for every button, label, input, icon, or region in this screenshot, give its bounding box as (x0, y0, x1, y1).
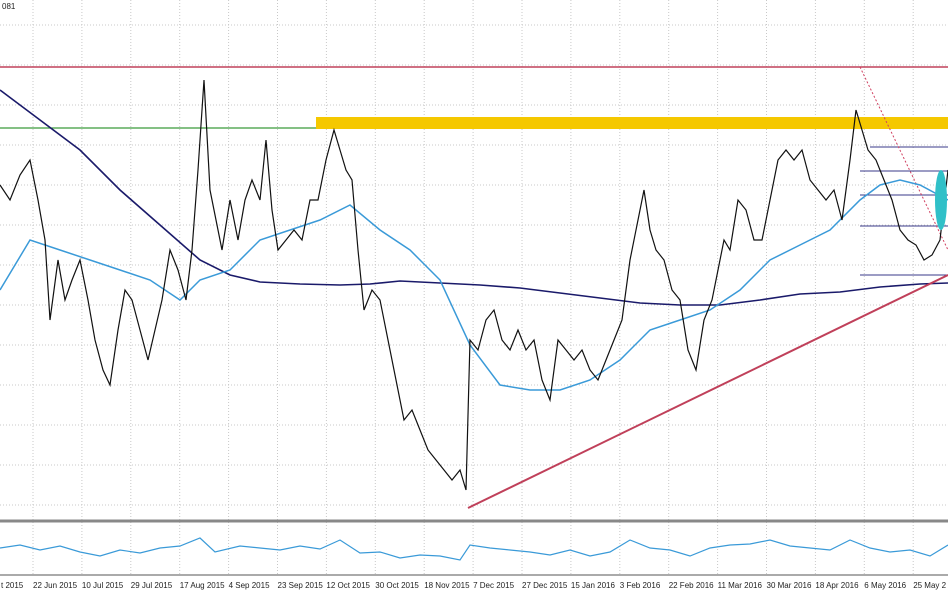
x-tick-label: 30 Mar 2016 (767, 581, 812, 590)
x-tick-label: 7 Dec 2015 (473, 581, 514, 590)
fast-moving-average (0, 179, 948, 391)
x-tick-label: 22 Jun 2015 (33, 581, 78, 590)
x-tick-label: 17 Aug 2015 (180, 581, 225, 590)
x-tick-label: 25 May 2 (913, 581, 946, 590)
x-tick-label: 6 May 2016 (864, 581, 906, 590)
x-tick-label: 10 Jul 2015 (82, 581, 124, 590)
x-tick-label: 18 Apr 2016 (815, 581, 859, 590)
x-tick-label: 11 Mar 2016 (718, 581, 763, 590)
x-tick-label: 3 Feb 2016 (620, 581, 661, 590)
x-tick-label: 15 Jan 2016 (571, 581, 616, 590)
fib-levels (860, 146, 948, 276)
down-trend-line (859, 66, 948, 251)
x-tick-label: 22 Feb 2016 (669, 581, 714, 590)
x-tick-label: 23 Sep 2015 (278, 581, 324, 590)
resistance-zone (316, 117, 948, 129)
x-tick-label: 29 Jul 2015 (131, 581, 173, 590)
oscillator-line (0, 537, 948, 561)
slow-moving-average (0, 89, 948, 306)
x-tick-label: 30 Oct 2015 (375, 581, 419, 590)
x-tick-label: 27 Dec 2015 (522, 581, 568, 590)
price-series (0, 79, 948, 491)
x-tick-label: 12 Oct 2015 (326, 581, 370, 590)
up-trend-line (467, 274, 948, 509)
x-tick-label: 18 Nov 2015 (424, 581, 470, 590)
x-tick-label: 4 Sep 2015 (229, 581, 270, 590)
symbol-label: 081 (2, 2, 16, 11)
highlight-marker (935, 170, 947, 230)
x-tick-label: t 2015 (1, 581, 24, 590)
